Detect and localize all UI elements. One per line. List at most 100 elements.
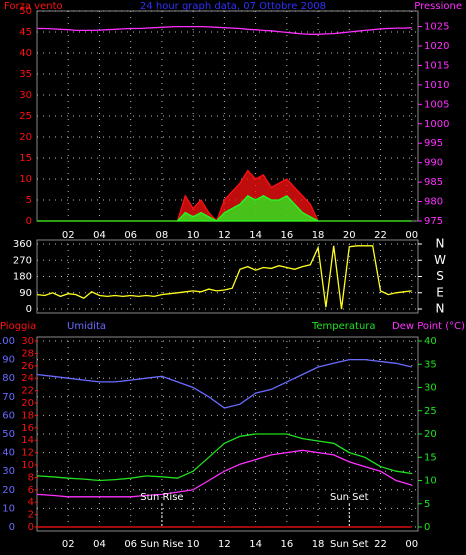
y-tick-label: 360 [13,239,32,250]
series-name: Dew Point (°C) [392,321,465,332]
y3-tick-label: 24 [21,373,34,384]
plot-frame [36,10,419,222]
series-line [36,433,412,482]
series-name: Temperatura [311,321,376,332]
y-tick-label: 30 [2,466,15,477]
y2-tick-label: W [434,253,446,267]
annotation: Sun Set [330,492,369,503]
y2-tick-label: N [436,237,445,251]
y3-tick-label: 28 [21,348,34,359]
y-tick-label: 20 [19,132,32,143]
series-name: Forza vento [4,1,63,12]
y2-tick-label: 35 [424,359,437,370]
y3-tick-label: 16 [21,423,34,434]
x-tick-label: 14 [249,539,262,550]
y2-tick-label: 995 [424,138,443,149]
y-tick-label: 50 [19,6,32,17]
series-line [36,245,412,310]
x-tick-label: 16 [280,230,293,241]
y3-tick-label: 6 [28,485,34,496]
y3-tick-label: 30 [21,336,34,347]
x-tick-label: 22 [374,539,387,550]
series-name: Umidita [67,321,106,332]
y2-tick-label: E [436,285,444,299]
y2-tick-label: S [436,269,444,283]
y2-tick-label: 1015 [424,60,449,71]
y-tick-label: 0 [26,304,32,315]
x-tick-label: 22 [374,230,387,241]
y-tick-label: 20 [2,485,15,496]
series-name: Pioggia [0,321,36,332]
x-tick-label: 10 [187,539,200,550]
x-tick-label: Sun Set [330,539,369,550]
y-tick-label: 70 [2,392,15,403]
y2-tick-label: 20 [424,429,437,440]
x-tick-label: 18 [312,230,325,241]
y-tick-label: 90 [2,355,15,366]
y-tick-label: 25 [19,111,32,122]
y-tick-label: 80 [2,373,15,384]
y2-tick-label: 1005 [424,99,449,110]
y2-tick-label: 1010 [424,80,449,91]
x-tick-label: 00 [405,230,418,241]
y3-tick-label: 12 [21,448,34,459]
y3-tick-label: 22 [21,386,34,397]
x-tick-label: 12 [218,539,231,550]
y2-tick-label: 990 [424,158,443,169]
y-tick-label: 60 [2,410,15,421]
y-tick-label: 40 [19,48,32,59]
y2-tick-label: 980 [424,197,443,208]
x-tick-label: 00 [405,539,418,550]
y2-tick-label: 15 [424,452,437,463]
series-line [37,194,412,222]
x-tick-label: 06 [124,230,137,241]
x-tick-label: 14 [249,230,262,241]
y3-tick-label: 0 [28,522,34,533]
y-tick-label: 10 [2,503,15,514]
y2-tick-label: N [436,302,445,316]
series-line [37,25,412,35]
x-tick-label: 18 [312,539,325,550]
y2-tick-label: 985 [424,177,443,188]
x-tick-label: 16 [280,539,293,550]
annotation: Sun Rise [140,492,183,503]
y-tick-label: 30 [19,90,32,101]
y-tick-label: 270 [13,255,32,266]
x-tick-label: 10 [187,230,200,241]
y2-tick-label: 975 [424,216,443,227]
chart-title: 24 hour graph data, 07 Ottobre 2008 [140,1,326,12]
y-tick-label: 0 [26,216,32,227]
y2-tick-label: 1000 [424,119,449,130]
y2-tick-label: 30 [424,383,437,394]
x-tick-label: 04 [93,230,106,241]
y2-tick-label: 1025 [424,22,449,33]
x-tick-label: 02 [62,230,75,241]
y2-tick-label: 1020 [424,41,449,52]
y3-tick-label: 4 [28,497,34,508]
series-line [36,449,412,498]
y3-tick-label: 10 [21,460,34,471]
y-tick-label: 180 [13,272,32,283]
plot-frame [36,239,419,314]
x-tick-label: 08 [156,230,169,241]
y3-tick-label: 20 [21,398,34,409]
y-tick-label: 0 [9,522,15,533]
y3-tick-label: 14 [21,435,34,446]
x-tick-label: Sun Rise [140,539,183,550]
x-tick-label: 02 [62,539,75,550]
x-tick-label: 06 [124,539,137,550]
y-tick-label: 100 [0,336,15,347]
y-tick-label: 35 [19,69,32,80]
y2-tick-label: 10 [424,476,437,487]
series-line [36,358,412,409]
y3-tick-label: 18 [21,410,34,421]
series-name: Pressione [414,1,462,12]
y2-tick-label: 0 [424,522,430,533]
y-tick-label: 50 [2,429,15,440]
y-tick-label: 10 [19,174,32,185]
y3-tick-label: 26 [21,361,34,372]
y2-tick-label: 5 [424,499,430,510]
y-tick-label: 15 [19,153,32,164]
